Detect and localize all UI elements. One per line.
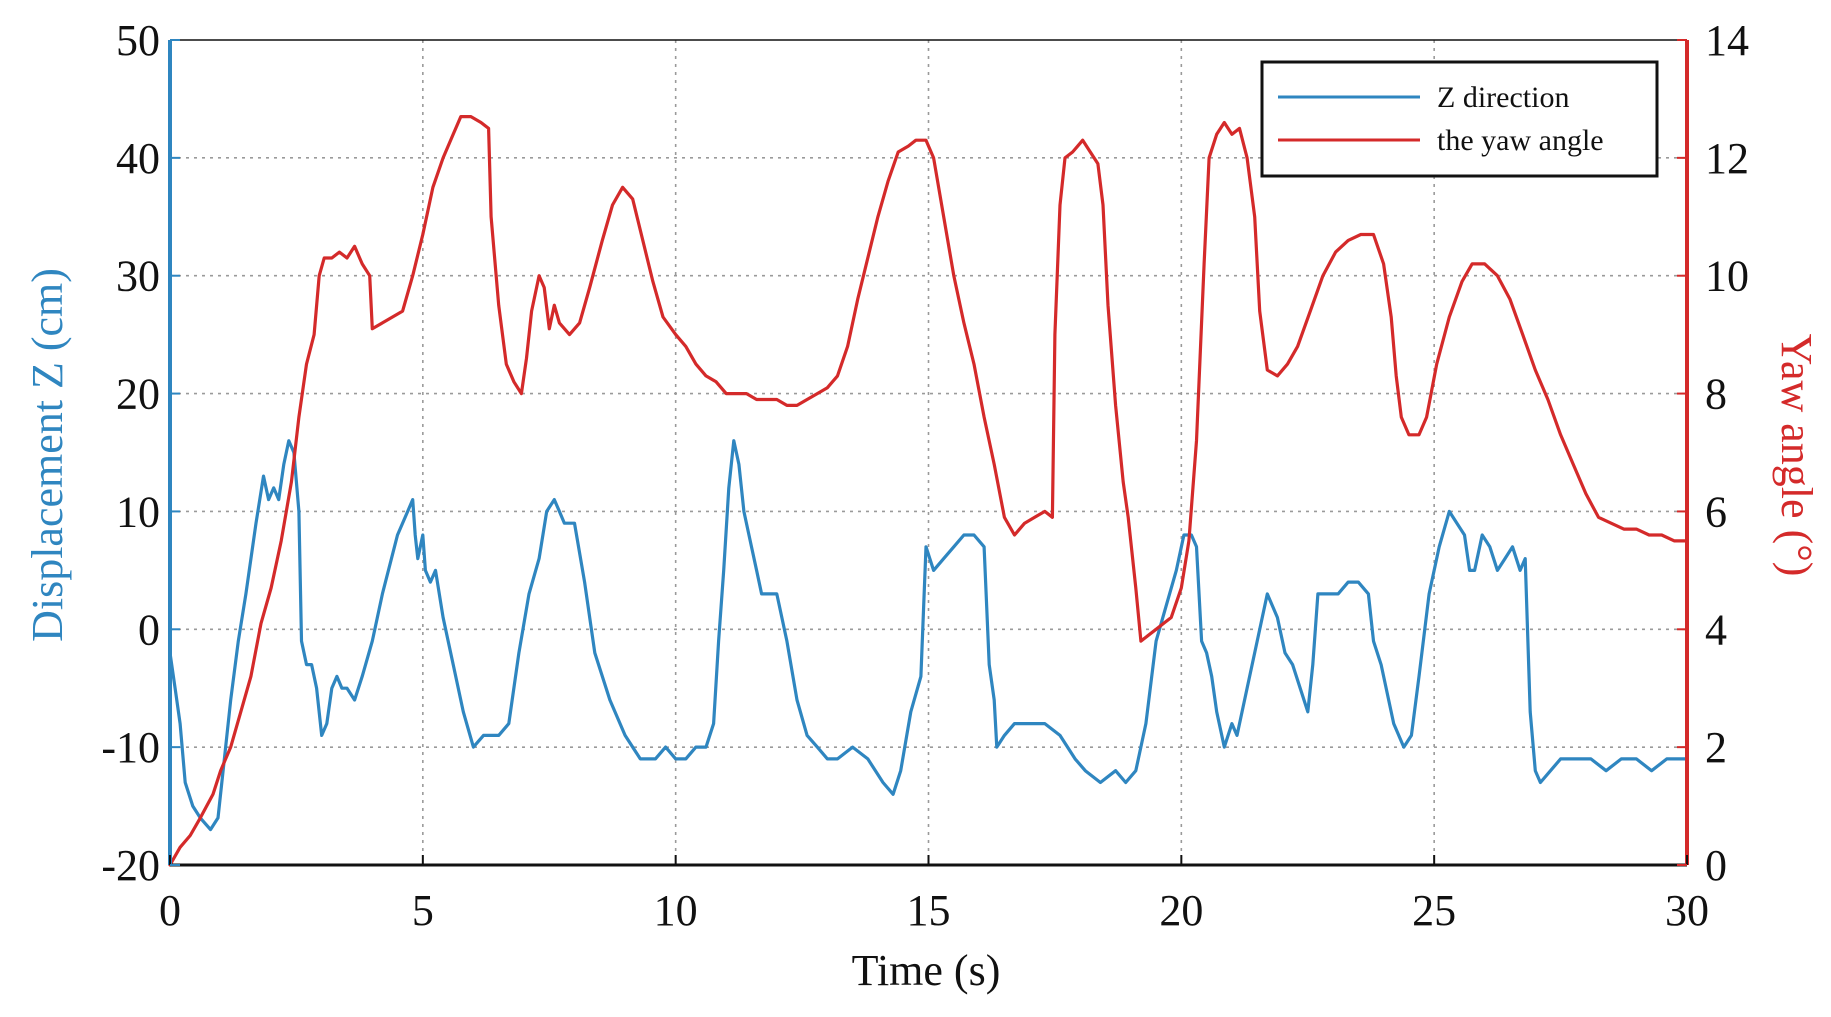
y-left-tick-label: -10 bbox=[101, 723, 160, 772]
x-tick-label: 10 bbox=[654, 886, 698, 935]
x-tick-label: 20 bbox=[1159, 886, 1203, 935]
tick-labels: 0 5 10 15 20 25 30 -20 -10 0 10 20 30 40 50 0 2 4 6 8 10 12 14 bbox=[101, 16, 1749, 935]
y-left-tick-label: 10 bbox=[116, 487, 160, 536]
yaw-angle-line bbox=[168, 114, 1689, 867]
y-right-tick-label: 12 bbox=[1705, 134, 1749, 183]
axes bbox=[168, 39, 1689, 867]
y-right-tick-label: 6 bbox=[1705, 487, 1727, 536]
x-tick-label: 30 bbox=[1665, 886, 1709, 935]
series-layer bbox=[168, 114, 1689, 867]
x-tick-label: 25 bbox=[1412, 886, 1456, 935]
y-right-tick-label: 8 bbox=[1705, 370, 1727, 419]
y-right-tick-label: 2 bbox=[1705, 723, 1727, 772]
x-axis-title: Time (s) bbox=[852, 946, 1001, 995]
y-right-tick-label: 14 bbox=[1705, 16, 1749, 65]
y-left-tick-label: 0 bbox=[138, 605, 160, 654]
legend: Z direction the yaw angle bbox=[1260, 60, 1659, 178]
x-tick-label: 15 bbox=[907, 886, 951, 935]
x-tick-label: 0 bbox=[159, 886, 181, 935]
y-left-tick-label: 30 bbox=[116, 252, 160, 301]
y-left-tick-label: 20 bbox=[116, 370, 160, 419]
legend-z-label: Z direction bbox=[1437, 81, 1569, 114]
y-left-tick-label: -20 bbox=[101, 841, 160, 890]
y-left-tick-label: 40 bbox=[116, 134, 160, 183]
legend-yaw-label: the yaw angle bbox=[1437, 124, 1604, 157]
legend-box bbox=[1260, 60, 1659, 178]
y-right-tick-label: 0 bbox=[1705, 841, 1727, 890]
y-right-axis-title: Yaw angle (°) bbox=[1772, 334, 1821, 577]
y-left-tick-label: 50 bbox=[116, 16, 160, 65]
y-right-tick-label: 4 bbox=[1705, 605, 1727, 654]
z-direction-line bbox=[168, 439, 1689, 832]
x-tick-label: 5 bbox=[412, 886, 434, 935]
y-left-axis-title: Displacement Z (cm) bbox=[23, 268, 72, 642]
y-right-tick-label: 10 bbox=[1705, 252, 1749, 301]
